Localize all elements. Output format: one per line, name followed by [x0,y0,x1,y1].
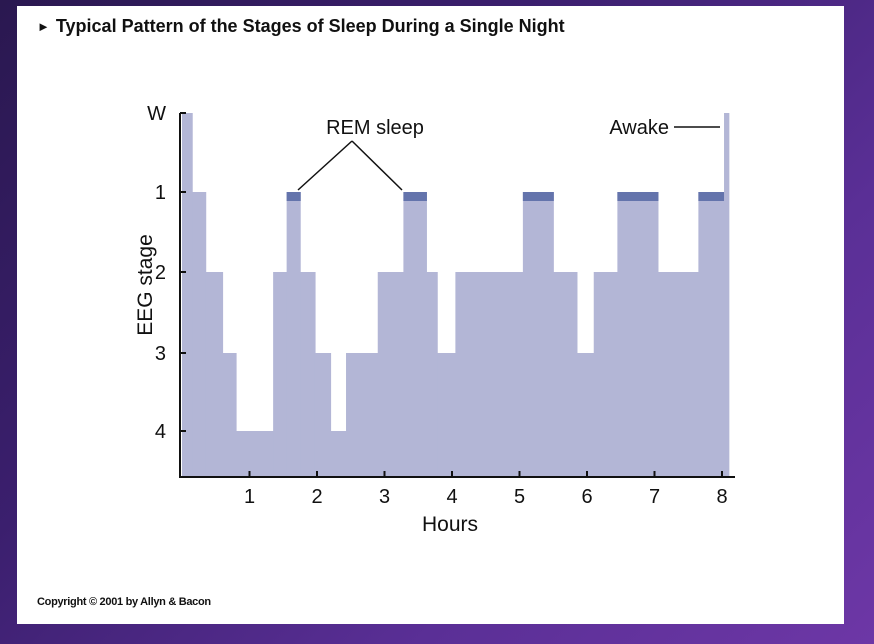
sleep-step-15 [455,272,524,477]
rem-sleep-annotation: REM sleep [326,117,424,139]
sleep-step-18 [576,353,595,477]
annotation-layer: REM sleep Awake [297,117,720,191]
sleep-step-10 [346,353,379,477]
rem-pointer-line-1 [297,140,353,191]
x-tick-label-8: 8 [716,486,727,508]
y-tick-label-4: 4 [155,421,166,443]
sleep-step-7 [300,272,316,477]
y-tick-label-1: 1 [155,182,166,204]
sleep-step-19 [593,272,618,477]
y-axis-label: EEG stage [134,234,157,336]
sleep-step-17 [553,272,578,477]
sleep-step-6 [286,192,301,477]
chart-title: ► Typical Pattern of the Stages of Sleep … [37,16,565,37]
axis-layer [179,113,735,478]
rem-band-6 [286,192,301,201]
x-tick-label-6: 6 [581,486,592,508]
sleep-step-9 [330,431,347,477]
sleep-step-21 [657,272,699,477]
sleep-step-2 [205,272,224,477]
x-tick-label-2: 2 [311,486,322,508]
tick-layer: W 1 2 3 4 1 2 3 4 5 6 7 8 [147,103,727,508]
rem-pointer-line-2 [351,140,403,191]
sleep-area-layer [182,113,730,477]
x-tick-label-4: 4 [446,486,457,508]
sleep-step-0 [182,113,193,477]
sleep-step-13 [426,272,438,477]
sleep-step-20 [617,192,659,477]
sleep-step-16 [522,192,554,477]
sleep-step-23 [724,113,730,477]
sleep-step-11 [377,272,404,477]
bullet-triangle-icon: ► [37,19,50,34]
x-tick-label-3: 3 [379,486,390,508]
sleep-step-3 [222,353,237,477]
awake-annotation: Awake [609,117,669,139]
sleep-step-22 [698,192,725,477]
x-tick-label-7: 7 [649,486,660,508]
x-axis-label: Hours [422,513,478,536]
sleep-step-5 [273,272,288,477]
x-tick-label-5: 5 [514,486,525,508]
rem-band-20 [617,192,659,201]
x-tick-label-1: 1 [244,486,255,508]
y-tick-label-3: 3 [155,343,166,365]
rem-band-22 [698,192,725,201]
rem-band-12 [403,192,427,201]
chart-title-text: Typical Pattern of the Stages of Sleep D… [55,16,565,36]
copyright-notice: Copyright © 2001 by Allyn & Bacon [37,596,211,608]
sleep-step-8 [314,353,332,477]
sleep-step-4 [236,431,274,477]
y-tick-label-2: 2 [155,262,166,284]
y-tick-label-W: W [147,103,166,125]
sleep-step-12 [403,192,427,477]
sleep-step-14 [437,353,456,477]
rem-band-16 [522,192,554,201]
sleep-step-1 [192,192,207,477]
